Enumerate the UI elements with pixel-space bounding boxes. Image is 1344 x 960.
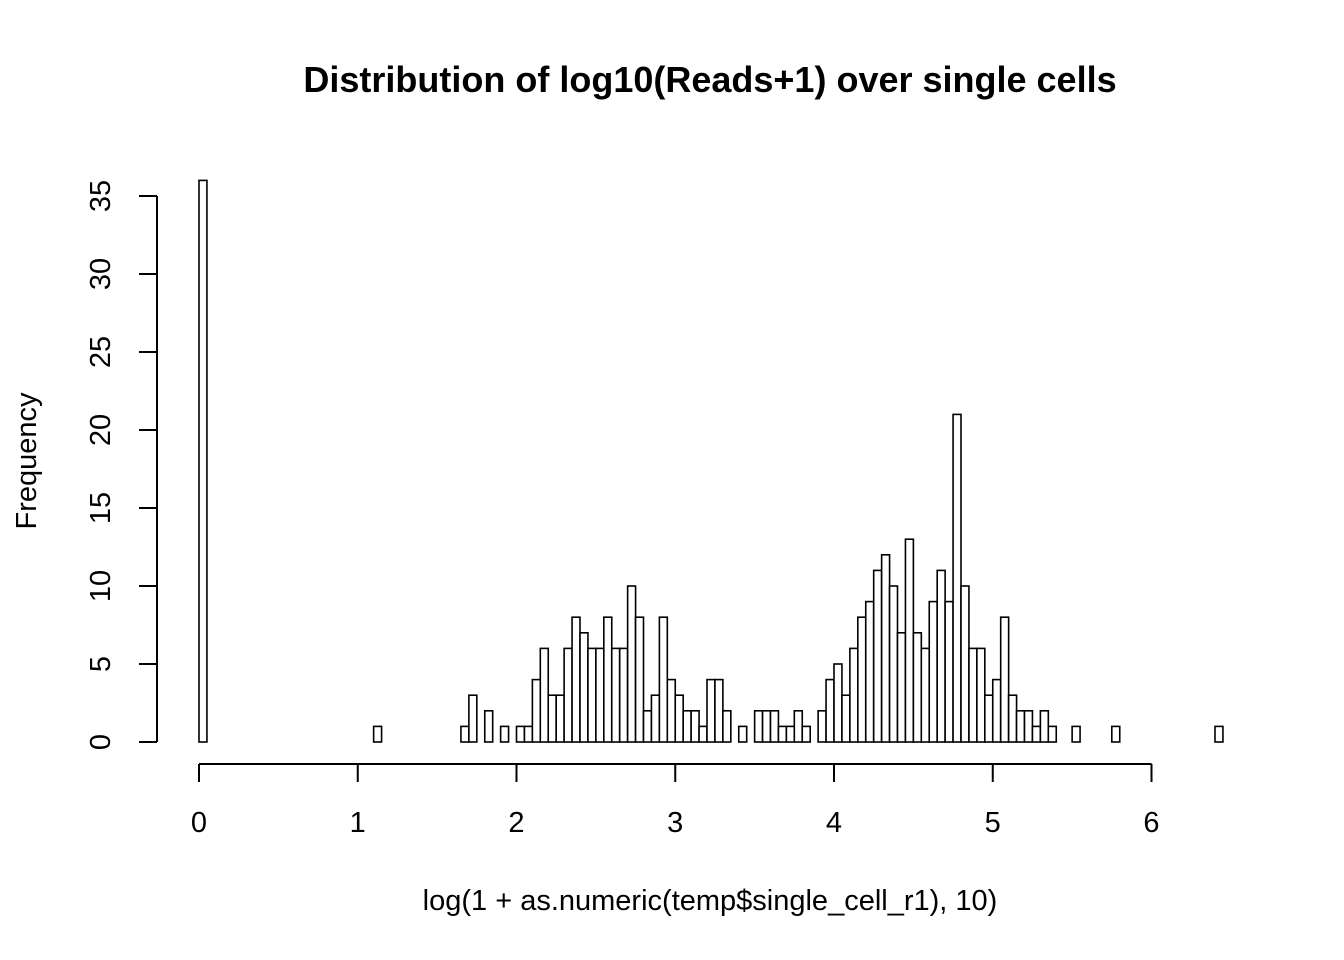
histogram-bar — [674, 694, 684, 743]
histogram-bar — [499, 725, 510, 743]
histogram-bar — [928, 600, 938, 743]
histogram-bar — [737, 725, 748, 743]
histogram-bar — [642, 709, 653, 743]
histogram-bar — [841, 694, 851, 743]
y-tick-label: 0 — [85, 734, 117, 750]
histogram-bar — [857, 616, 867, 743]
histogram-bar — [539, 647, 550, 743]
y-tick-label: 5 — [85, 656, 117, 672]
x-tick-label: 6 — [1143, 807, 1159, 839]
histogram-bar — [880, 553, 891, 743]
histogram-bar — [952, 413, 962, 743]
y-axis: 0 5 10 15 20 25 30 35 — [85, 180, 158, 750]
histogram-bar — [817, 709, 827, 743]
histogram-bar — [912, 631, 923, 743]
x-tick-label: 2 — [508, 807, 524, 839]
y-tick-label: 20 — [85, 414, 117, 446]
histogram-bar — [896, 631, 907, 743]
histogram-bar — [864, 600, 875, 743]
histogram-bar — [769, 709, 780, 743]
histogram-bar — [690, 709, 700, 743]
histogram-bar — [1039, 709, 1050, 743]
x-tick-label: 4 — [826, 807, 842, 839]
x-tick-label: 0 — [191, 807, 207, 839]
histogram-bar — [920, 647, 931, 743]
histogram-bar — [999, 616, 1010, 743]
histogram-bar — [1031, 725, 1042, 743]
histogram-bar — [1047, 725, 1058, 743]
histogram-bar — [1071, 725, 1081, 743]
histogram-bar — [666, 678, 677, 743]
histogram-bar — [904, 538, 915, 743]
x-tick-label: 5 — [985, 807, 1001, 839]
histogram-bar — [722, 709, 732, 743]
histogram-bar — [1007, 694, 1018, 743]
histogram-bar — [1023, 709, 1034, 743]
histogram-bars — [198, 179, 1224, 743]
histogram-bar — [682, 709, 692, 743]
histogram-bar — [626, 585, 637, 743]
histogram-bar — [761, 709, 772, 743]
histogram-bar — [555, 694, 565, 743]
histogram-bar — [603, 616, 613, 743]
histogram-bar — [833, 663, 843, 743]
histogram-bar — [650, 694, 661, 743]
histogram-bar — [595, 647, 605, 743]
histogram-bar — [785, 725, 796, 743]
histogram-bar — [523, 725, 534, 743]
histogram-bar — [714, 678, 724, 743]
y-tick-label: 10 — [85, 570, 117, 602]
y-tick-label: 15 — [85, 492, 117, 524]
histogram-bar — [515, 725, 526, 743]
histogram-bar — [1214, 725, 1224, 743]
histogram-bar — [1015, 709, 1026, 743]
histogram-bar — [968, 647, 978, 743]
histogram-bar — [888, 585, 899, 743]
histogram-bar — [944, 600, 954, 743]
x-tick-label: 3 — [667, 807, 683, 839]
histogram-bar — [547, 694, 557, 743]
histogram-bar — [563, 647, 573, 743]
histogram-bar — [793, 709, 804, 743]
histogram-bar — [976, 647, 986, 743]
histogram-bar — [579, 631, 589, 743]
histogram-bar — [872, 569, 883, 743]
histogram-bar — [1111, 725, 1121, 743]
histogram-bar — [571, 616, 581, 743]
histogram-bar — [468, 694, 478, 743]
histogram-bar — [483, 709, 494, 743]
y-tick-label: 35 — [85, 180, 117, 212]
y-axis-label: Frequency — [11, 392, 43, 530]
histogram-bar — [587, 647, 597, 743]
histogram-bar — [849, 647, 859, 743]
histogram-bar — [984, 694, 994, 743]
histogram-bar — [610, 647, 621, 743]
histogram-bar — [698, 725, 708, 743]
histogram-bar — [991, 678, 1002, 743]
histogram-bar — [531, 678, 542, 743]
histogram-bar — [777, 725, 788, 743]
y-tick-label: 25 — [85, 336, 117, 368]
histogram-bar — [634, 616, 645, 743]
histogram-bar — [753, 709, 764, 743]
histogram-bar — [460, 725, 470, 743]
histogram-bar — [960, 585, 970, 743]
x-axis: 0 1 2 3 4 5 6 — [191, 763, 1160, 839]
chart-title: Distribution of log10(Reads+1) over sing… — [303, 59, 1116, 100]
histogram-bar — [658, 616, 669, 743]
histogram-bar — [936, 569, 946, 743]
y-tick-label: 30 — [85, 258, 117, 290]
histogram-bar — [372, 725, 383, 743]
histogram-bar — [825, 678, 835, 743]
histogram-bar — [801, 725, 811, 743]
histogram-bar — [198, 179, 208, 743]
x-tick-label: 1 — [350, 807, 366, 839]
x-axis-label: log(1 + as.numeric(temp$single_cell_r1),… — [423, 885, 998, 917]
histogram-bar — [618, 647, 629, 743]
histogram-bar — [706, 678, 716, 743]
